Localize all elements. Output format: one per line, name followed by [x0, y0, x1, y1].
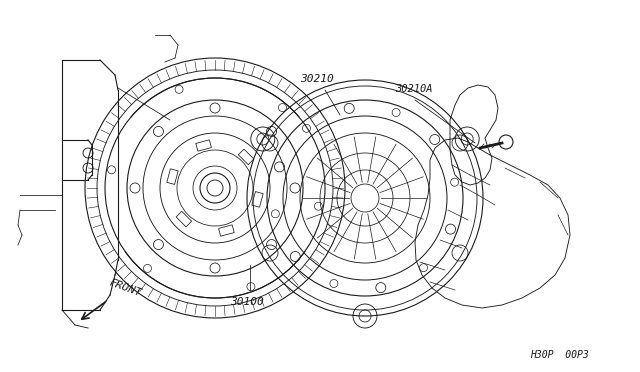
Text: 30210A: 30210A — [395, 84, 433, 94]
Text: 30210: 30210 — [300, 74, 333, 84]
Text: Η30P  00P3: Η30P 00P3 — [530, 350, 589, 360]
Text: 30100: 30100 — [230, 297, 264, 307]
Text: FRONT: FRONT — [108, 277, 143, 298]
